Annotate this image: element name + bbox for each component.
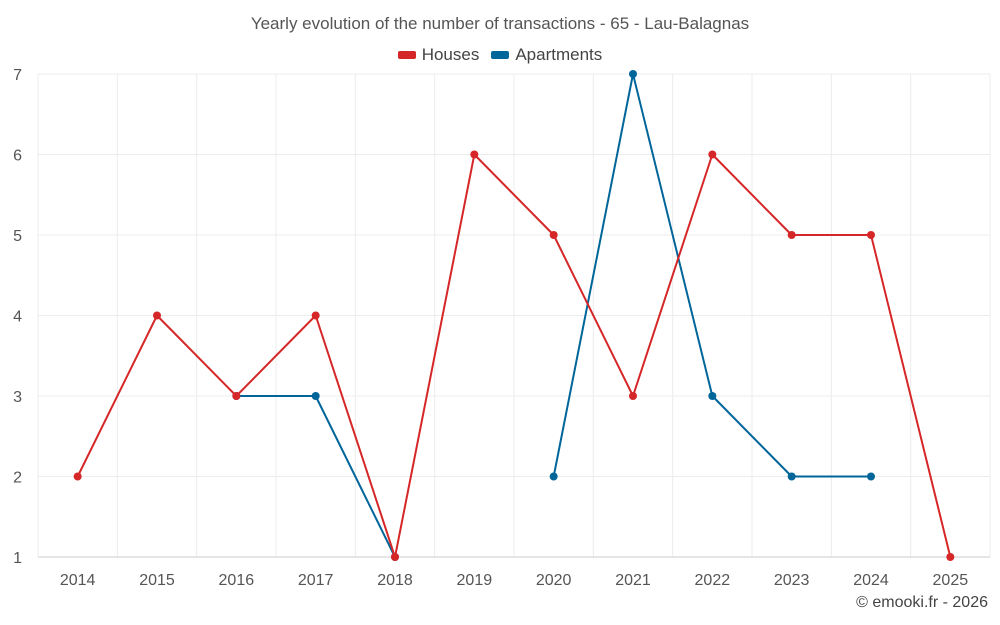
y-tick-label: 3 bbox=[13, 389, 22, 406]
data-point-houses bbox=[787, 231, 796, 239]
data-point-houses bbox=[549, 231, 558, 239]
legend-swatch-houses bbox=[397, 51, 416, 59]
legend-label-houses: Houses bbox=[421, 45, 480, 64]
data-point-houses bbox=[470, 150, 479, 159]
x-tick-label: 2014 bbox=[60, 572, 96, 589]
legend-swatch-apartments bbox=[491, 51, 510, 59]
x-tick-label: 2021 bbox=[615, 572, 651, 589]
y-tick-label: 1 bbox=[13, 550, 22, 567]
data-point-apartments bbox=[311, 392, 320, 400]
legend-item-apartments[interactable]: Apartments bbox=[491, 45, 602, 65]
data-point-houses bbox=[867, 231, 875, 239]
x-tick-label: 2024 bbox=[853, 572, 889, 589]
y-tick-label: 5 bbox=[13, 228, 22, 245]
data-point-houses bbox=[153, 311, 161, 320]
data-point-houses bbox=[311, 311, 320, 320]
data-point-houses bbox=[708, 150, 717, 159]
data-point-houses bbox=[629, 392, 637, 400]
y-tick-label: 4 bbox=[13, 309, 22, 326]
x-tick-label: 2022 bbox=[695, 572, 731, 589]
series-line-apartments bbox=[552, 73, 871, 478]
data-point-apartments bbox=[787, 472, 796, 481]
data-point-houses bbox=[73, 472, 82, 481]
x-tick-label: 2023 bbox=[774, 572, 810, 589]
y-tick-label: 7 bbox=[13, 67, 22, 84]
legend-label-apartments: Apartments bbox=[515, 45, 603, 64]
x-tick-label: 2016 bbox=[219, 572, 255, 589]
data-point-apartments bbox=[708, 392, 717, 400]
data-point-houses bbox=[946, 553, 955, 561]
y-tick-label: 6 bbox=[13, 148, 22, 165]
data-point-apartments bbox=[549, 472, 558, 481]
x-tick-label: 2018 bbox=[377, 572, 413, 589]
y-tick-label: 2 bbox=[13, 470, 22, 487]
data-point-houses bbox=[391, 553, 399, 561]
x-tick-label: 2019 bbox=[457, 572, 493, 589]
x-tick-label: 2015 bbox=[139, 572, 175, 589]
legend-item-houses[interactable]: Houses bbox=[397, 45, 480, 65]
series-line-houses bbox=[76, 153, 952, 558]
chart-title: Yearly evolution of the number of transa… bbox=[250, 14, 750, 33]
data-point-apartments bbox=[629, 70, 637, 78]
chart-legend: Houses Apartments bbox=[0, 45, 1000, 65]
x-tick-label: 2017 bbox=[298, 572, 334, 589]
x-tick-label: 2020 bbox=[536, 572, 572, 589]
x-tick-label: 2025 bbox=[933, 572, 969, 589]
data-point-houses bbox=[232, 392, 241, 400]
credit-text: © emooki.fr - 2026 bbox=[856, 594, 988, 611]
data-point-apartments bbox=[867, 472, 875, 481]
